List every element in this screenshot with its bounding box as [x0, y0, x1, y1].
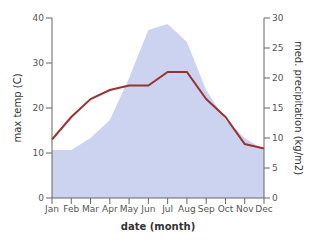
svg-text:Dec: Dec	[255, 204, 272, 214]
svg-text:0: 0	[272, 193, 278, 203]
svg-text:20: 20	[33, 103, 45, 113]
svg-text:30: 30	[33, 58, 45, 68]
svg-text:Oct: Oct	[218, 204, 234, 214]
svg-text:0: 0	[38, 193, 44, 203]
svg-text:5: 5	[272, 163, 278, 173]
svg-text:Jun: Jun	[140, 204, 155, 214]
svg-text:25: 25	[272, 43, 283, 53]
svg-text:max temp (C): max temp (C)	[12, 73, 23, 142]
svg-text:Mar: Mar	[82, 204, 99, 214]
svg-text:Apr: Apr	[102, 204, 118, 214]
svg-text:Aug: Aug	[178, 204, 196, 214]
svg-text:20: 20	[272, 73, 284, 83]
svg-text:date (month): date (month)	[121, 221, 195, 232]
svg-text:Sep: Sep	[198, 204, 215, 214]
svg-text:Nov: Nov	[236, 204, 254, 214]
svg-text:10: 10	[33, 148, 45, 158]
svg-text:15: 15	[272, 103, 283, 113]
svg-text:40: 40	[33, 13, 45, 23]
svg-text:10: 10	[272, 133, 284, 143]
svg-text:Jan: Jan	[44, 204, 59, 214]
svg-text:med. precipitation (kg/m2): med. precipitation (kg/m2)	[293, 41, 304, 175]
svg-text:Feb: Feb	[63, 204, 79, 214]
svg-text:Jul: Jul	[161, 204, 173, 214]
svg-text:May: May	[120, 204, 139, 214]
svg-text:30: 30	[272, 13, 284, 23]
